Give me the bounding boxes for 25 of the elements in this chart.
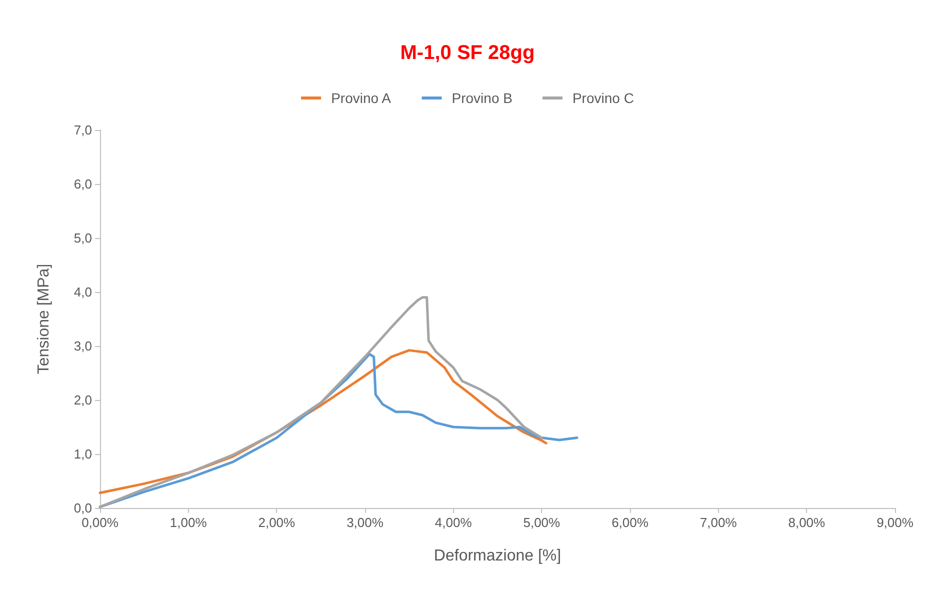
x-tick-label: 7,00%: [700, 515, 738, 530]
x-tick-label: 3,00%: [346, 515, 384, 530]
y-tick-label: 7,0: [74, 122, 92, 138]
x-axis-title: Deformazione [%]: [434, 548, 562, 564]
x-tick-label: 8,00%: [788, 515, 826, 530]
legend-label: Provino A: [331, 90, 392, 106]
x-tick-label: 2,00%: [258, 515, 296, 530]
y-tick-label: 1,0: [74, 446, 92, 462]
x-tick-label: 6,00%: [612, 515, 649, 530]
y-tick-label: 2,0: [74, 392, 92, 408]
line-series: [98, 296, 543, 508]
x-tick-label: 5,00%: [523, 515, 561, 530]
x-tick-label: 0,00%: [82, 515, 119, 530]
y-axis-title: Tensione [MPa]: [36, 264, 52, 374]
x-tick-label: 9,00%: [876, 515, 914, 530]
chart-title: M-1,0 SF 28gg: [400, 42, 535, 64]
y-tick-label: 5,0: [74, 230, 92, 246]
y-tick-label: 4,0: [74, 284, 92, 300]
legend-label: Provino C: [572, 90, 634, 106]
legend-label: Provino B: [452, 90, 512, 106]
x-tick-label: 4,00%: [434, 515, 472, 530]
y-tick-label: 3,0: [74, 338, 92, 354]
y-tick-label: 0,0: [74, 500, 92, 516]
x-tick-label: 1,00%: [170, 515, 208, 530]
y-tick-label: 6,0: [74, 176, 92, 192]
